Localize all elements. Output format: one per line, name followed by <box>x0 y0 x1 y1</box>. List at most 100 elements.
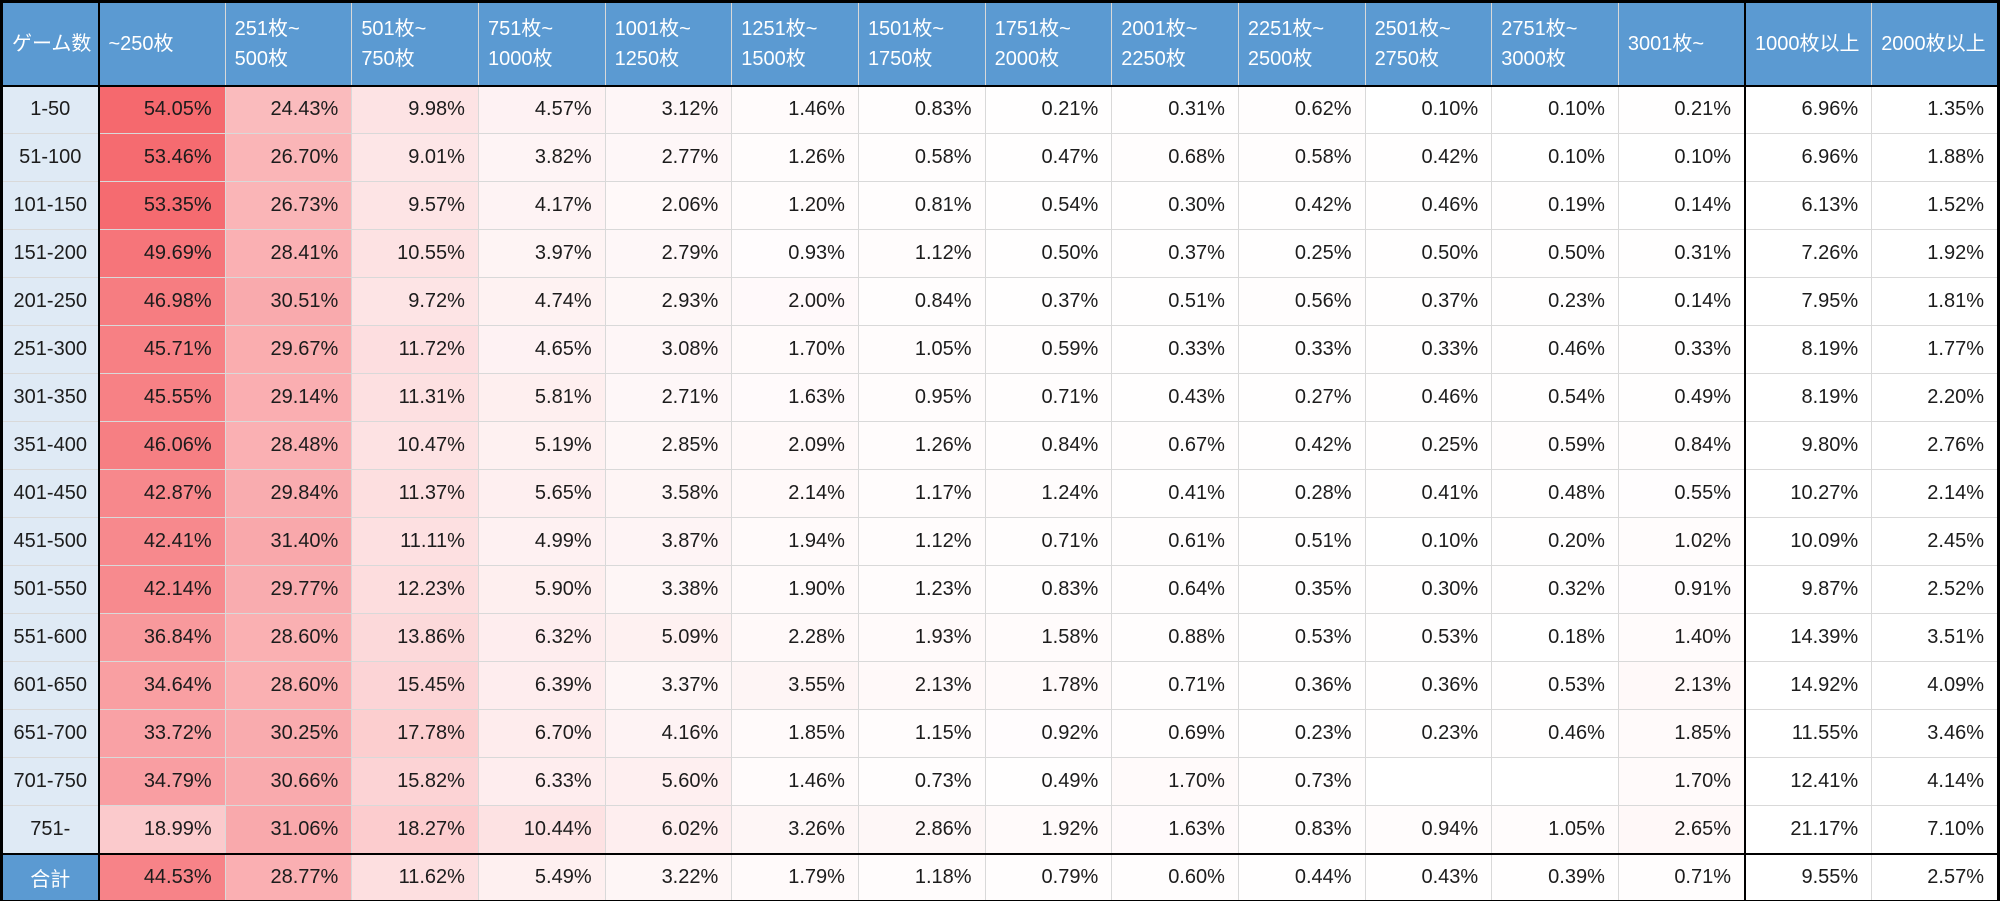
value-cell: 0.33% <box>1111 325 1239 374</box>
value-cell: 0.59% <box>984 325 1112 374</box>
summary-value-cell: 2.57% <box>1871 852 1999 901</box>
value-cell: 1.05% <box>1491 805 1619 854</box>
value-cell: 0.60% <box>1111 852 1239 901</box>
value-cell: 4.17% <box>477 181 606 230</box>
value-cell: 0.20% <box>1491 517 1619 566</box>
value-cell: 3.87% <box>604 517 732 566</box>
value-cell: 29.67% <box>224 325 352 374</box>
value-cell <box>1364 757 1492 806</box>
value-cell: 26.73% <box>224 181 352 230</box>
value-cell: 28.60% <box>224 613 352 662</box>
value-cell: 0.46% <box>1491 709 1619 758</box>
value-cell: 54.05% <box>98 85 226 134</box>
value-cell: 28.60% <box>224 661 352 710</box>
value-cell: 42.87% <box>98 469 226 518</box>
value-cell: 0.73% <box>857 757 986 806</box>
value-cell: 0.10% <box>1364 517 1492 566</box>
value-cell: 9.57% <box>351 181 479 230</box>
value-cell: 0.88% <box>1111 613 1239 662</box>
row-label: 401-450 <box>1 469 100 518</box>
summary-value-cell: 9.80% <box>1744 421 1872 470</box>
value-cell: 2.65% <box>1617 805 1746 854</box>
value-cell: 46.06% <box>98 421 226 470</box>
column-header: 1251枚~ 1500枚 <box>731 1 859 87</box>
value-cell: 0.35% <box>1237 565 1366 614</box>
value-cell: 3.08% <box>604 325 732 374</box>
value-cell: 0.53% <box>1491 661 1619 710</box>
row-label: 501-550 <box>1 565 100 614</box>
value-cell: 0.30% <box>1364 565 1492 614</box>
value-cell: 2.71% <box>604 373 732 422</box>
value-cell: 0.33% <box>1237 325 1366 374</box>
column-header-game-count: ゲーム数 <box>1 1 100 87</box>
value-cell: 1.93% <box>857 613 986 662</box>
summary-value-cell: 1.77% <box>1871 325 1999 374</box>
value-cell: 3.37% <box>604 661 732 710</box>
row-label: 1-50 <box>1 85 100 134</box>
value-cell: 29.84% <box>224 469 352 518</box>
table-row: 501-550 42.14% 29.77% 12.23% 5.90% 3.38% 1.90%… <box>1 565 1999 614</box>
value-cell: 5.19% <box>477 421 606 470</box>
summary-value-cell: 7.10% <box>1871 805 1999 854</box>
value-cell: 10.47% <box>351 421 479 470</box>
column-header: 2501枚~ 2750枚 <box>1364 1 1492 87</box>
summary-value-cell: 12.41% <box>1744 757 1872 806</box>
value-cell: 0.41% <box>1111 469 1239 518</box>
table-row: 101-150 53.35% 26.73% 9.57% 4.17% 2.06% 1.20% 0… <box>1 181 1999 230</box>
column-header: 501枚~ 750枚 <box>351 1 479 87</box>
value-cell: 3.97% <box>477 229 606 278</box>
row-label: 701-750 <box>1 757 100 806</box>
value-cell: 0.37% <box>1364 277 1492 326</box>
value-cell: 2.13% <box>857 661 986 710</box>
value-cell: 0.14% <box>1617 277 1746 326</box>
value-cell: 0.21% <box>1617 85 1746 134</box>
value-cell: 0.64% <box>1111 565 1239 614</box>
value-cell: 0.25% <box>1237 229 1366 278</box>
value-cell: 0.42% <box>1237 421 1366 470</box>
value-cell: 0.50% <box>1364 229 1492 278</box>
value-cell: 0.62% <box>1237 85 1366 134</box>
value-cell: 34.79% <box>98 757 226 806</box>
value-cell: 0.92% <box>984 709 1112 758</box>
value-cell: 0.42% <box>1364 133 1492 182</box>
table-row: 251-300 45.71% 29.67% 11.72% 4.65% 3.08% 1.70%… <box>1 325 1999 374</box>
value-cell: 0.23% <box>1364 709 1492 758</box>
summary-value-cell: 4.14% <box>1871 757 1999 806</box>
value-cell: 0.55% <box>1617 469 1746 518</box>
table-row: 151-200 49.69% 28.41% 10.55% 3.97% 2.79% 0.93%… <box>1 229 1999 278</box>
value-cell: 0.37% <box>984 277 1112 326</box>
value-cell: 0.32% <box>1491 565 1619 614</box>
value-cell: 24.43% <box>224 85 352 134</box>
value-cell: 6.32% <box>477 613 606 662</box>
value-cell: 1.46% <box>731 85 859 134</box>
value-cell: 0.10% <box>1617 133 1746 182</box>
value-cell: 36.84% <box>98 613 226 662</box>
value-cell: 1.85% <box>731 709 859 758</box>
value-cell: 3.12% <box>604 85 732 134</box>
value-cell: 0.59% <box>1491 421 1619 470</box>
value-cell: 0.91% <box>1617 565 1746 614</box>
row-label: 101-150 <box>1 181 100 230</box>
value-cell: 1.63% <box>1111 805 1239 854</box>
row-label: 601-650 <box>1 661 100 710</box>
value-cell: 1.70% <box>1617 757 1746 806</box>
value-cell: 11.31% <box>351 373 479 422</box>
table-row: 301-350 45.55% 29.14% 11.31% 5.81% 2.71% 1.63%… <box>1 373 1999 422</box>
value-cell: 45.71% <box>98 325 226 374</box>
value-cell: 0.84% <box>1617 421 1746 470</box>
summary-value-cell: 9.55% <box>1744 852 1872 901</box>
value-cell: 0.50% <box>984 229 1112 278</box>
value-cell: 0.84% <box>857 277 986 326</box>
value-cell: 0.46% <box>1491 325 1619 374</box>
value-cell: 1.70% <box>1111 757 1239 806</box>
value-cell: 4.74% <box>477 277 606 326</box>
value-cell: 30.66% <box>224 757 352 806</box>
value-cell: 1.85% <box>1617 709 1746 758</box>
value-cell: 28.48% <box>224 421 352 470</box>
value-cell: 0.71% <box>984 373 1112 422</box>
value-cell: 0.46% <box>1364 181 1492 230</box>
value-cell: 10.55% <box>351 229 479 278</box>
value-cell: 1.26% <box>857 421 986 470</box>
table-row: 201-250 46.98% 30.51% 9.72% 4.74% 2.93% 2.00% 0… <box>1 277 1999 326</box>
value-cell: 9.01% <box>351 133 479 182</box>
